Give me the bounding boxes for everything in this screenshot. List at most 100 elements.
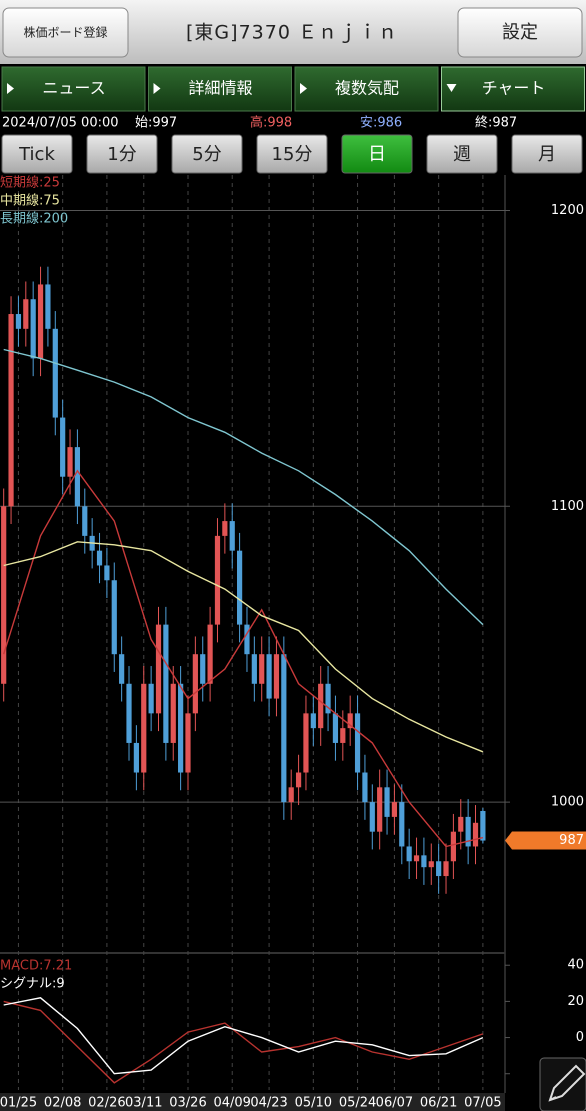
- period-label[interactable]: 月: [538, 144, 556, 165]
- candle-body: [384, 787, 390, 817]
- candle-body: [45, 284, 51, 329]
- candle-body: [200, 654, 206, 684]
- candle-body: [185, 713, 191, 773]
- candle-body: [288, 787, 294, 803]
- quote-high: 高:998: [250, 115, 292, 131]
- candle-body: [259, 654, 265, 684]
- period-button[interactable]: [511, 134, 583, 174]
- candle-body: [148, 683, 154, 714]
- candle-body: [421, 855, 427, 868]
- settings-button-label[interactable]: 設定: [502, 22, 538, 43]
- register-button[interactable]: [2, 7, 129, 58]
- x-tick-label: 01/25: [0, 1096, 37, 1111]
- candle-body: [413, 855, 420, 862]
- candle-body: [178, 683, 184, 773]
- candle-body: [347, 713, 353, 729]
- tab-arrow[interactable]: [153, 83, 161, 94]
- candle-body: [428, 861, 434, 868]
- legend-entry: 短期線:25: [0, 175, 60, 191]
- tab-arrow[interactable]: [300, 83, 307, 94]
- period-button[interactable]: [256, 134, 328, 174]
- y-tick-label: 20: [567, 994, 584, 1009]
- indicator-line: [3, 1000, 484, 1084]
- period-label[interactable]: 週: [453, 144, 471, 165]
- candle-body: [340, 728, 346, 743]
- candle-body: [192, 654, 198, 714]
- candle-body: [318, 683, 324, 729]
- header-title: [東G]7370 Ｅｎｊｉｎ: [186, 22, 398, 44]
- candle-body: [399, 802, 405, 847]
- y-tick-label: 1100: [551, 499, 584, 514]
- candle-body: [266, 654, 272, 699]
- candle-body: [458, 816, 464, 832]
- candle-body: [436, 861, 442, 877]
- candle-body: [273, 654, 280, 699]
- candle-body: [214, 535, 221, 625]
- period-label[interactable]: 日: [368, 144, 386, 165]
- y-tick-label: 40: [567, 958, 584, 973]
- candle-body: [325, 683, 331, 714]
- candle-body: [96, 550, 103, 566]
- pencil-icon[interactable]: [548, 1064, 586, 1102]
- tab-label[interactable]: 詳細情報: [188, 79, 252, 98]
- candle-body: [465, 816, 471, 847]
- x-tick-label: 07/05: [464, 1096, 501, 1111]
- x-tick-label: 02/08: [44, 1096, 81, 1111]
- x-tick-label: 05/24: [339, 1096, 376, 1111]
- tab[interactable]: [1, 66, 146, 112]
- period-button[interactable]: [341, 134, 413, 174]
- candle-body: [52, 328, 58, 418]
- tab-arrow[interactable]: [446, 84, 457, 92]
- candle-body: [222, 521, 228, 536]
- candle-body: [303, 713, 309, 773]
- tab-label[interactable]: 複数気配: [335, 79, 399, 98]
- edit-button[interactable]: [539, 1057, 586, 1111]
- last-price-marker: [505, 831, 586, 850]
- tab-arrow[interactable]: [7, 83, 14, 94]
- quote-open: 始:997: [135, 116, 177, 131]
- y-tick-label: 1200: [551, 203, 584, 218]
- legend-entry: シグナル:9: [0, 977, 65, 992]
- candle-body: [74, 447, 81, 507]
- legend-entry: 長期線:200: [0, 211, 68, 227]
- indicator-line: [3, 469, 484, 848]
- x-axis-bg: [0, 1093, 505, 1111]
- indicator-line: [3, 541, 484, 753]
- x-tick-label: 06/07: [376, 1096, 413, 1111]
- period-button[interactable]: [1, 134, 73, 174]
- panel-divider: [0, 952, 505, 954]
- period-button[interactable]: [426, 134, 498, 174]
- candle-body: [362, 772, 368, 803]
- tab[interactable]: [294, 66, 439, 112]
- candle-body: [111, 580, 117, 655]
- edit-button-frame[interactable]: [539, 1057, 586, 1111]
- candle-body: [23, 299, 29, 329]
- candle-body: [229, 521, 235, 551]
- legend-entry: 中期線:75: [0, 193, 60, 209]
- tab-label[interactable]: ニュース: [42, 79, 105, 98]
- y-tick-label: 1000: [551, 795, 584, 810]
- quote-low: 安:986: [360, 116, 402, 131]
- x-tick-label: 04/23: [250, 1096, 287, 1111]
- settings-button[interactable]: [457, 7, 583, 58]
- tab-label[interactable]: チャート: [482, 79, 546, 98]
- tab[interactable]: [148, 66, 292, 112]
- candle-body: [244, 624, 250, 655]
- register-button-label[interactable]: 株価ボード登録: [23, 25, 107, 40]
- period-label[interactable]: Tick: [18, 144, 55, 165]
- candle-body: [141, 683, 147, 773]
- last-price-label: 987: [559, 833, 584, 848]
- x-tick-label: 04/09: [213, 1096, 250, 1111]
- period-button[interactable]: [86, 134, 158, 174]
- candle-body: [480, 810, 486, 841]
- candle-body: [251, 654, 257, 684]
- period-button[interactable]: [171, 134, 243, 174]
- tab[interactable]: [441, 66, 585, 112]
- indicator-line: [3, 348, 484, 626]
- candle-body: [332, 713, 339, 743]
- period-label[interactable]: 15分: [272, 144, 313, 165]
- period-label[interactable]: 1分: [107, 144, 136, 165]
- period-label[interactable]: 5分: [192, 144, 221, 165]
- candle-body: [82, 506, 88, 536]
